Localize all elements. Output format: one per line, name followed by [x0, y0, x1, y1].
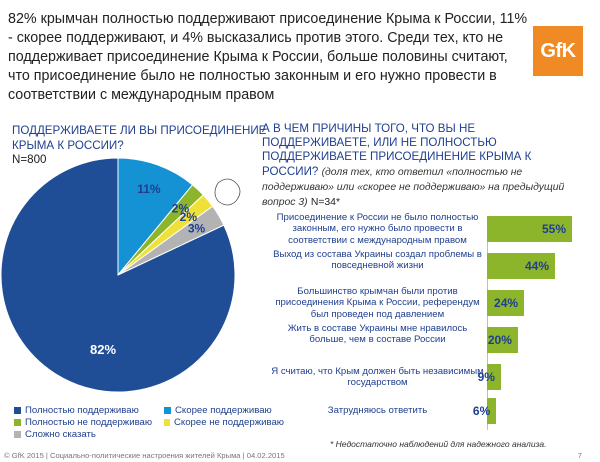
callout-bubble [214, 178, 241, 206]
legend-swatch [14, 419, 21, 426]
legend-label: Полностью поддерживаю [25, 405, 139, 416]
pie-label-5: 3% [188, 222, 206, 236]
pie-slice-1 [0, 157, 236, 393]
right-question-n: N=34* [310, 197, 340, 209]
legend-item-4: Скорее не поддерживаю [164, 417, 284, 428]
left-question-n: N=800 [12, 153, 47, 166]
bar-category-label: Выход из состава Украины создал проблемы… [273, 248, 482, 272]
bar: 44% [487, 253, 555, 279]
legend-label: Скорее поддерживаю [175, 405, 272, 416]
left-question-text: ПОДДЕРЖИВАЕТЕ ЛИ ВЫ ПРИСОЕДИНЕНИЕ КРЫМА … [12, 124, 267, 152]
right-question-sub: (доля тех, кто ответил «полностью не под… [262, 166, 565, 209]
legend-swatch [164, 407, 171, 414]
bar-value-label: 24% [494, 296, 519, 310]
gfk-logo: GfK [533, 26, 583, 76]
legend-swatch [164, 419, 170, 426]
legend-item-5: Сложно сказать [14, 429, 164, 440]
bar-category-label: Жить в составе Украины мне нравилось бол… [287, 322, 468, 346]
bar-value-label: 6% [472, 404, 491, 418]
left-question: ПОДДЕРЖИВАЕТЕ ЛИ ВЫ ПРИСОЕДИНЕНИЕ КРЫМА … [12, 124, 272, 168]
pie-label-3: 2% [172, 201, 190, 215]
pie-label-1: 82% [90, 342, 116, 357]
pie-label-4: 2% [180, 210, 198, 224]
legend-swatch [14, 407, 21, 414]
bar-value-label: 55% [541, 222, 566, 236]
footnote: * Недостаточно наблюдений для надежного … [330, 439, 547, 449]
bar-value-label: 44% [524, 259, 549, 273]
headline: 82% крымчан полностью поддерживают присо… [8, 11, 528, 103]
bar: 6% [473, 398, 497, 424]
bar: 9% [478, 364, 501, 390]
bar-category-label: Я считаю, что Крым должен быть независим… [271, 365, 484, 389]
pie-legend: Полностью поддерживаю Скорее поддерживаю П… [14, 405, 284, 440]
bar-category-label: Затрудняюсь ответить [327, 405, 428, 417]
bar: 24% [487, 290, 525, 316]
legend-label: Полностью не поддерживаю [25, 417, 153, 428]
bar: 20% [487, 327, 518, 353]
bar-value-label: 9% [477, 370, 495, 384]
legend-label: Сложно сказать [25, 429, 96, 440]
pie-label-2: 11% [137, 182, 161, 196]
pie-chart: 11%2%2%3%82% [0, 157, 241, 393]
pie-slice-2 [117, 157, 194, 277]
legend-item-2: Скорее поддерживаю [164, 405, 284, 416]
page-number: 7 [577, 451, 582, 460]
legend-label: Скорее не поддерживаю [173, 417, 284, 428]
legend-item-3: Полностью не поддерживаю [14, 417, 164, 428]
right-question-text: А В ЧЕМ ПРИЧИНЫ ТОГО, ЧТО ВЫ НЕ ПОДДЕРЖИ… [262, 122, 532, 178]
bar-category-label: Большинство крымчан были против присоеди… [275, 285, 480, 320]
bar-category-label: Присоединение к России не было полностью… [276, 211, 479, 246]
bar: 55% [487, 216, 572, 242]
footer: © GfK 2015 | Социально-политические наст… [0, 449, 600, 462]
legend-swatch [14, 431, 21, 438]
footer-text: © GfK 2015 | Социально-политические наст… [4, 451, 285, 460]
legend-item-1: Полностью поддерживаю [14, 405, 164, 416]
bar-axis-line [487, 216, 488, 430]
bar-value-label: 20% [487, 333, 512, 347]
right-question: А В ЧЕМ ПРИЧИНЫ ТОГО, ЧТО ВЫ НЕ ПОДДЕРЖИ… [262, 122, 582, 210]
